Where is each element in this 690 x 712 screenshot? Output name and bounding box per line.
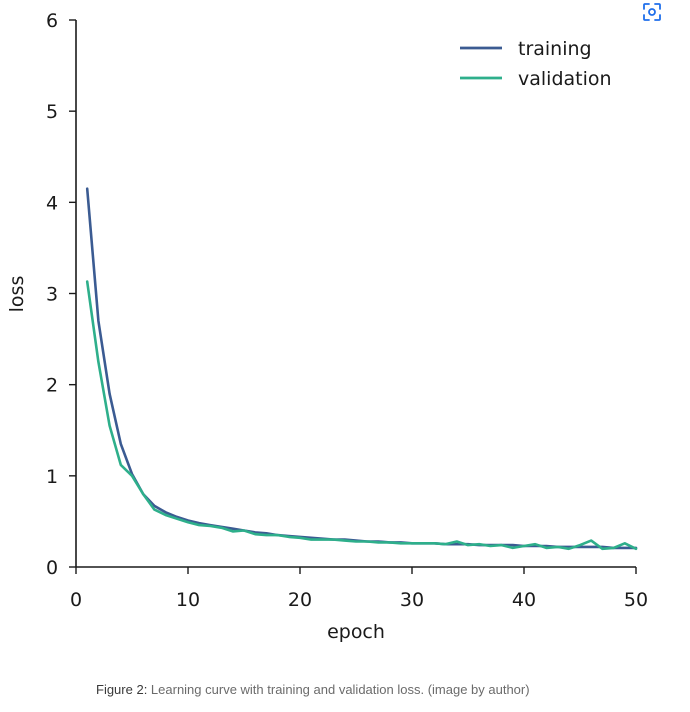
caption-label: Figure 2: [96,682,148,697]
x-tick-label: 20 [288,589,312,611]
expand-image-button[interactable] [640,0,664,24]
x-tick-label: 40 [512,589,536,611]
legend-label-training: training [518,38,592,60]
learning-curve-chart: 0 1 2 3 4 5 6 0 10 20 30 40 50 training validation ep… [6,10,648,643]
y-tick-label: 3 [46,284,58,306]
y-axis-title: loss [6,276,28,313]
legend: training validation [460,38,612,90]
y-tick-label: 5 [46,101,58,123]
x-tick-label: 30 [400,589,424,611]
series-lines [85,187,638,551]
ticks: 0 1 2 3 4 5 6 0 10 20 30 40 50 [46,10,648,611]
x-tick-label: 0 [70,589,82,611]
caption-text: Learning curve with training and validat… [147,682,530,697]
y-tick-label: 2 [46,375,58,397]
series-line-training [85,187,638,550]
x-axis-title: epoch [327,621,385,643]
figure-caption: Figure 2: Learning curve with training a… [96,682,530,697]
y-tick-label: 4 [46,192,58,214]
x-tick-label: 50 [624,589,648,611]
chart-container: 0 1 2 3 4 5 6 0 10 20 30 40 50 training validation ep… [6,10,648,643]
expand-icon [643,3,661,21]
y-tick-label: 1 [46,466,58,488]
axes [75,20,636,568]
y-tick-label: 0 [46,557,58,579]
legend-label-validation: validation [518,68,612,90]
y-tick-label: 6 [46,10,58,32]
series-line-validation [85,280,638,551]
x-tick-label: 10 [176,589,200,611]
